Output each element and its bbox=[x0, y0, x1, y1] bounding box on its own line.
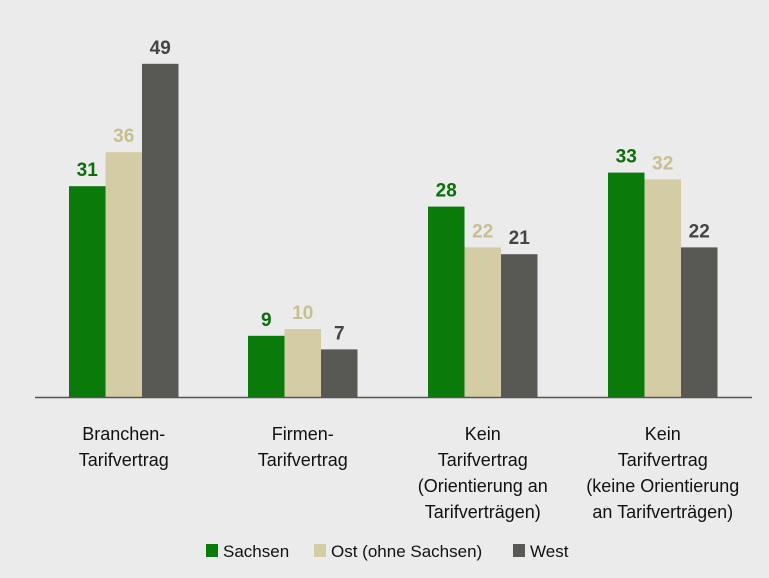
category-label: Firmen- bbox=[272, 424, 334, 444]
value-label: 7 bbox=[334, 323, 345, 344]
category-label: an Tarifverträgen) bbox=[592, 502, 733, 522]
legend-label: Sachsen bbox=[223, 542, 289, 561]
category-labels-layer: Branchen- Tarifvertrag Firmen- Tarifvertrag… bbox=[79, 424, 740, 522]
value-label: 32 bbox=[652, 153, 673, 174]
bar-west-1 bbox=[142, 63, 179, 398]
category-label: Kein bbox=[465, 424, 501, 444]
value-label: 10 bbox=[292, 303, 313, 324]
value-label: 33 bbox=[616, 147, 637, 168]
value-label: 28 bbox=[436, 181, 457, 202]
category-label: (keine Orientierung bbox=[586, 476, 739, 496]
value-label: 22 bbox=[689, 221, 710, 242]
bar-sachsen-1 bbox=[69, 186, 106, 397]
bar-ost-ohne-sachsen-2 bbox=[284, 329, 321, 397]
category-label: Tarifvertrag bbox=[438, 450, 528, 470]
category-label: Tarifvertrag bbox=[79, 450, 169, 470]
value-label: 31 bbox=[77, 160, 99, 181]
bars-layer bbox=[69, 63, 718, 398]
value-label: 22 bbox=[472, 221, 493, 242]
category-label: Tarifvertrag bbox=[258, 450, 348, 470]
category-label: Kein bbox=[645, 424, 681, 444]
bar-ost-ohne-sachsen-4 bbox=[644, 179, 681, 397]
value-label: 49 bbox=[150, 38, 171, 59]
legend-swatch bbox=[513, 544, 525, 557]
legend-swatch bbox=[314, 544, 326, 557]
legend: Sachsen Ost (ohne Sachsen) West bbox=[206, 542, 569, 561]
category-label: Tarifverträgen) bbox=[425, 502, 541, 522]
value-label: 9 bbox=[261, 310, 272, 331]
bar-ost-ohne-sachsen-1 bbox=[105, 152, 142, 397]
category-label: (Orientierung an bbox=[418, 476, 548, 496]
bar-sachsen-4 bbox=[608, 172, 645, 397]
legend-swatch bbox=[206, 544, 218, 557]
bar-ost-ohne-sachsen-3 bbox=[464, 247, 501, 397]
bar-west-3 bbox=[501, 254, 538, 397]
category-label: Tarifvertrag bbox=[618, 450, 708, 470]
bar-west-4 bbox=[681, 247, 718, 397]
value-label: 21 bbox=[509, 228, 531, 249]
value-labels-layer: 31 9 28 33 36 10 22 32 49 7 21 22 bbox=[77, 38, 710, 345]
bar-west-2 bbox=[321, 349, 358, 397]
legend-label: Ost (ohne Sachsen) bbox=[331, 542, 482, 561]
legend-label: West bbox=[530, 542, 569, 561]
bar-sachsen-3 bbox=[428, 206, 465, 397]
bar-sachsen-2 bbox=[248, 335, 285, 397]
value-label: 36 bbox=[113, 126, 134, 147]
category-label: Branchen- bbox=[82, 424, 165, 444]
